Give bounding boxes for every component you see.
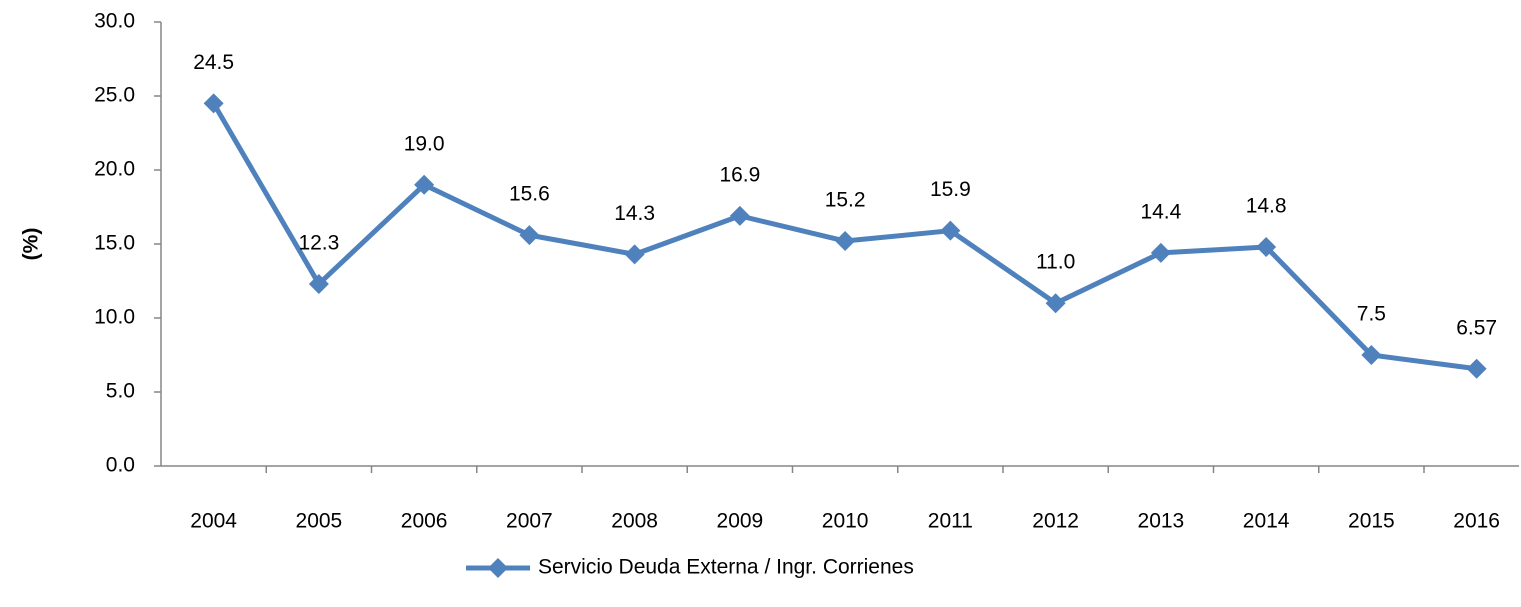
marker bbox=[1466, 358, 1487, 379]
y-tick-label: 15.0 bbox=[94, 232, 135, 255]
marker bbox=[414, 174, 435, 195]
x-tick-label: 2010 bbox=[822, 510, 869, 533]
legend-marker bbox=[488, 558, 508, 578]
data-label: 11.0 bbox=[1036, 251, 1075, 274]
data-label: 7.5 bbox=[1357, 303, 1386, 326]
x-tick-label: 2011 bbox=[928, 510, 973, 533]
y-tick-label: 10.0 bbox=[94, 306, 135, 329]
marker bbox=[519, 225, 540, 246]
legend-label: Servicio Deuda Externa / Ingr. Corrienes bbox=[538, 556, 914, 579]
data-label: 24.5 bbox=[193, 51, 234, 74]
marker bbox=[940, 220, 961, 241]
x-tick-label: 2004 bbox=[190, 510, 237, 533]
data-label: 15.6 bbox=[509, 183, 550, 206]
y-tick-label: 5.0 bbox=[106, 380, 135, 403]
y-tick-label: 0.0 bbox=[106, 454, 135, 477]
x-tick-label: 2015 bbox=[1348, 510, 1395, 533]
marker bbox=[308, 273, 329, 294]
x-tick-label: 2005 bbox=[296, 510, 343, 533]
x-tick-label: 2016 bbox=[1453, 510, 1500, 533]
marker bbox=[203, 93, 224, 114]
data-label: 15.2 bbox=[825, 189, 866, 212]
marker bbox=[1361, 345, 1382, 365]
data-label: 19.0 bbox=[404, 132, 445, 155]
marker bbox=[1045, 293, 1066, 314]
y-tick-label: 30.0 bbox=[94, 10, 135, 33]
y-tick-label: 25.0 bbox=[94, 84, 135, 107]
x-tick-label: 2008 bbox=[611, 510, 658, 533]
data-label: 14.8 bbox=[1246, 195, 1287, 218]
data-label: 12.3 bbox=[298, 232, 339, 255]
x-tick-label: 2014 bbox=[1243, 510, 1290, 533]
marker bbox=[835, 231, 856, 252]
data-label: 6.57 bbox=[1456, 316, 1497, 339]
x-tick-label: 2007 bbox=[506, 510, 553, 533]
x-tick-label: 2009 bbox=[717, 510, 764, 533]
marker bbox=[624, 244, 645, 265]
x-tick-label: 2006 bbox=[401, 510, 448, 533]
x-tick-label: 2012 bbox=[1032, 510, 1079, 533]
x-tick-label: 2013 bbox=[1138, 510, 1185, 533]
data-label: 16.9 bbox=[719, 163, 760, 186]
marker bbox=[1256, 236, 1277, 257]
data-label: 14.4 bbox=[1140, 200, 1181, 223]
data-label: 14.3 bbox=[614, 202, 655, 225]
y-tick-label: 20.0 bbox=[94, 158, 135, 181]
marker bbox=[1150, 242, 1171, 263]
data-label: 15.9 bbox=[930, 178, 971, 201]
marker bbox=[729, 205, 750, 226]
y-axis-label: (%) bbox=[20, 228, 43, 261]
